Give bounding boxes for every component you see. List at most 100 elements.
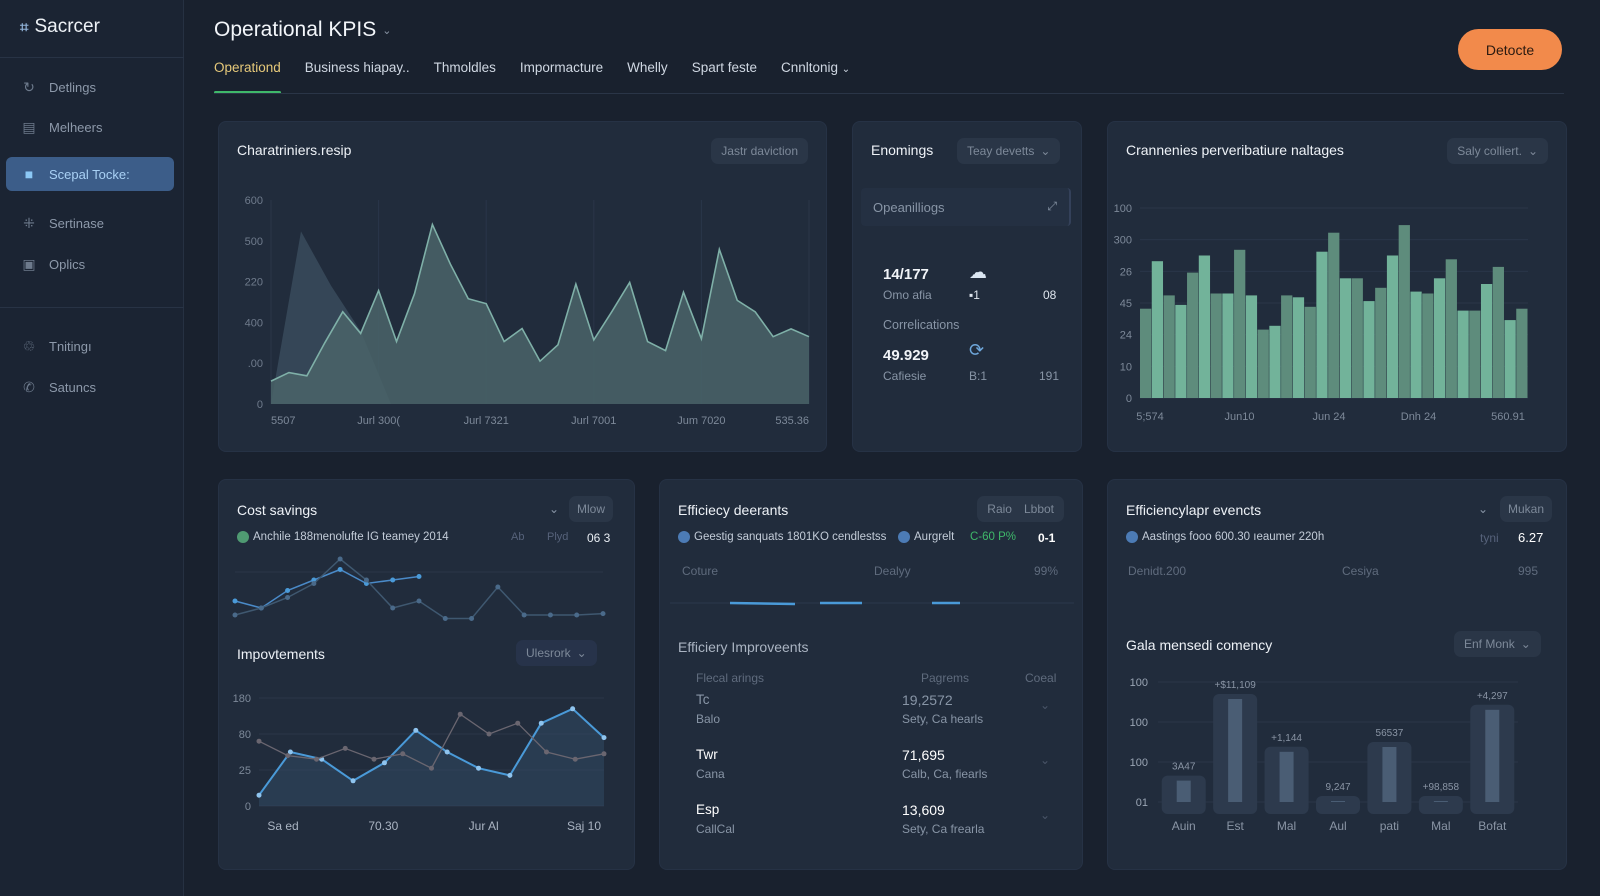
chevron-down-icon[interactable]: ⌄: [1040, 753, 1051, 767]
stat-label: Cafiesie: [883, 369, 927, 383]
x-tick-label: Jun10: [1225, 411, 1255, 423]
y-tick-label: 180: [233, 693, 251, 705]
saly-colliert-dropdown[interactable]: Saly colliert. ⌄: [1447, 138, 1548, 164]
bar: [1175, 304, 1187, 398]
tab-operationd[interactable]: Operationd: [214, 60, 293, 94]
cost-value: 06 3: [587, 531, 611, 545]
y-tick-label: 600: [245, 195, 263, 207]
bar: [1281, 295, 1293, 398]
x-tick-label: 70.30: [368, 819, 398, 833]
sidebar-item-scepal-tocke[interactable]: ■ Scepal Tocke:: [6, 157, 174, 191]
sidebar-item-detlings[interactable]: ↻ Detlings: [6, 70, 174, 104]
bar: [1433, 801, 1448, 802]
refresh-icon: ↻: [23, 78, 35, 95]
column-header: Flecal arings: [696, 671, 765, 685]
data-point: [314, 756, 319, 762]
x-tick-label: 5507: [271, 415, 295, 427]
tab-whelly[interactable]: Whelly: [627, 60, 668, 75]
stat-mid: ▪1: [969, 288, 980, 302]
x-tick-label: Jurl 300(: [357, 415, 400, 427]
bar: [1375, 287, 1387, 398]
chevron-down-icon[interactable]: ⌄: [1040, 808, 1051, 822]
data-point: [285, 588, 291, 593]
chevron-down-icon[interactable]: ⌄: [549, 502, 560, 516]
chevron-down-icon[interactable]: ⌄: [1040, 698, 1051, 712]
sidebar-item-sertinase[interactable]: ⁜ Sertinase: [6, 206, 174, 240]
row-detail: Calb, Ca, fiearls: [902, 767, 988, 781]
opeanilliogs-box[interactable]: Opeanilliogs ⤢: [861, 188, 1071, 226]
divider: [214, 93, 1564, 94]
x-tick-label: Jum 7020: [677, 415, 725, 427]
data-point: [337, 556, 343, 562]
y-tick-label: 80: [239, 729, 251, 741]
y-tick-label: .00: [248, 358, 263, 370]
brand-name: Sacrcer: [34, 16, 100, 37]
row-label: Dealyy: [874, 564, 911, 578]
brand[interactable]: ⌗ Sacrcer: [20, 16, 100, 38]
briefcase-icon: ■: [24, 166, 34, 182]
data-label: +$11,109: [1215, 680, 1257, 691]
y-tick-label: 24: [1120, 330, 1132, 342]
tab-cnnltonig[interactable]: Cnnltonig ⌄: [769, 60, 862, 94]
tab-thmoldles[interactable]: Thmoldles: [433, 60, 496, 75]
area-line: [270, 222, 810, 382]
x-tick-label: Sa ed: [267, 819, 298, 833]
data-point: [442, 616, 448, 621]
y-tick-label: 500: [245, 236, 263, 248]
bar: [1198, 255, 1211, 398]
stat-value: 49.929: [883, 347, 929, 364]
data-point: [258, 605, 264, 611]
panel-title: Efficiecy deerants: [678, 502, 789, 518]
sidebar-item-satuncs[interactable]: ✆ Satuncs: [6, 370, 174, 404]
enf-monk-dropdown[interactable]: Enf Monk ⌄: [1454, 631, 1541, 657]
data-point: [476, 765, 482, 771]
bar: [1457, 310, 1469, 398]
detocte-button[interactable]: Detocte: [1458, 29, 1562, 70]
series-line: [234, 568, 420, 609]
area-chart-panel: Charatriniers.resip Jastr daviction 0 .00…: [218, 121, 827, 452]
x-tick-label: 560.91: [1491, 411, 1525, 423]
panel-title: Efficiencylapr evencts: [1126, 502, 1262, 518]
data-point: [311, 577, 317, 583]
y-tick-label: 100: [1130, 677, 1148, 689]
data-point: [342, 745, 348, 751]
raio-button[interactable]: Raio: [987, 502, 1012, 516]
sidebar-item-oplics[interactable]: ▣ Oplics: [6, 247, 174, 281]
stat-right: 08: [1043, 288, 1057, 302]
efficiency-panel: Efficiecy deerants Raio Lbbot Geestig san…: [659, 479, 1083, 870]
data-point: [601, 735, 607, 741]
table-row[interactable]: Esp CallCal 13,609 Sety, Ca frearla ⌄: [680, 802, 1064, 848]
row-sub: Cana: [696, 767, 725, 781]
jastr-daviction-button[interactable]: Jastr daviction: [711, 138, 808, 164]
mukan-button[interactable]: Mukan: [1500, 496, 1553, 522]
tab-impormacture[interactable]: Impormacture: [519, 60, 604, 75]
lbbot-button[interactable]: Lbbot: [1023, 502, 1054, 516]
table-row[interactable]: Tc Balo 19,2572 Sety, Ca hearls ⌄: [680, 692, 1064, 738]
ulesrork-dropdown[interactable]: Ulesrork ⌄: [516, 640, 597, 666]
row-sub: Balo: [696, 712, 721, 726]
row-value: 19,2572: [902, 692, 953, 708]
panel-title: Crannenies perveribatiure naltages: [1126, 142, 1344, 158]
mlow-button[interactable]: Mlow: [569, 496, 614, 522]
tab-spart-feste[interactable]: Spart feste: [691, 60, 757, 75]
data-point: [469, 616, 475, 621]
box-label: Opeanilliogs: [873, 200, 945, 215]
data-point: [457, 711, 463, 717]
data-label: +98,858: [1423, 782, 1460, 793]
data-point: [350, 778, 356, 784]
page-title[interactable]: Operational KPIS ⌄: [214, 18, 391, 42]
row-name: Tc: [696, 692, 710, 707]
sidebar-item-tnitingi[interactable]: ♲ Tnitingı: [6, 329, 174, 363]
bar: [1504, 320, 1516, 398]
tab-business[interactable]: Business hiapay..: [304, 60, 410, 75]
legend-label: Anchile 188menolufte IG teamey 2014: [253, 531, 449, 544]
sidebar: ⌗ Sacrcer ↻ Detlings ▤ Melheers ■ Scepal Toc…: [0, 0, 184, 896]
chevron-down-icon: ⌄: [576, 646, 587, 660]
col-label: tyni: [1480, 531, 1499, 545]
data-label: +1,144: [1271, 733, 1302, 744]
dropdown-value: Ulesrork: [526, 646, 571, 660]
chevron-down-icon[interactable]: ⌄: [1478, 502, 1489, 516]
sidebar-item-melheers[interactable]: ▤ Melheers: [6, 110, 174, 144]
table-row[interactable]: Twr Cana 71,695 Calb, Ca, fiearls ⌄: [680, 747, 1064, 793]
teay-devetts-dropdown[interactable]: Teay devetts ⌄: [957, 138, 1061, 164]
